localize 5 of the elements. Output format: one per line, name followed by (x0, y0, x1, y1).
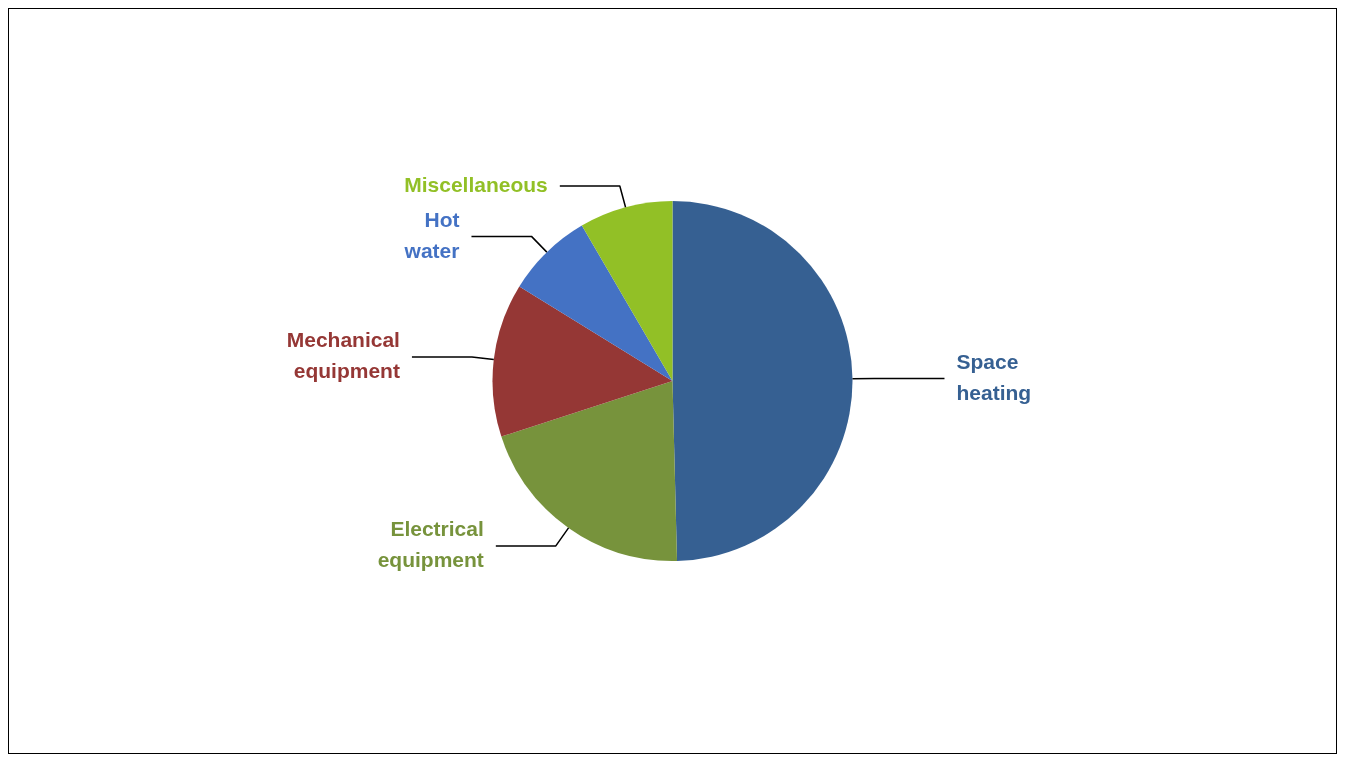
slice-label: Electrical equipment (377, 517, 484, 572)
slice-label: Space heating (956, 349, 1032, 404)
slice-label: Hot water (403, 207, 460, 262)
slice-label: Mechanical equipment (286, 328, 400, 383)
slice-label: Miscellaneous (404, 172, 548, 196)
